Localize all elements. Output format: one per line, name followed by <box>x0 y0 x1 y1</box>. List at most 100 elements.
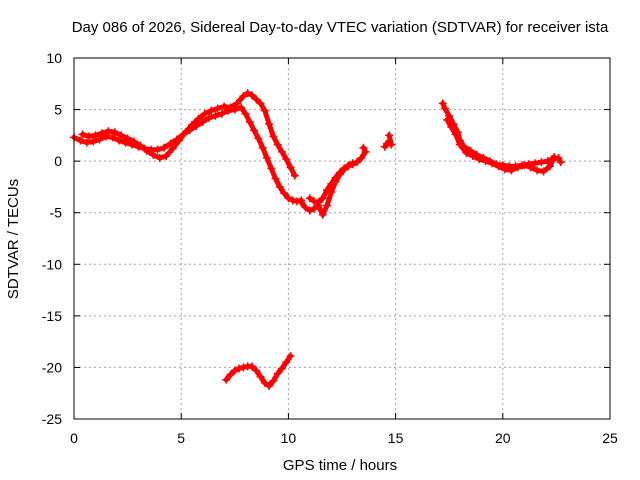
data-point <box>318 210 327 219</box>
data-point <box>361 147 370 156</box>
data-point <box>275 182 284 191</box>
data-point <box>385 131 394 140</box>
data-point <box>344 161 353 170</box>
data-point <box>273 369 282 378</box>
data-point <box>252 366 261 375</box>
data-point <box>348 159 357 168</box>
data-point <box>149 150 158 159</box>
data-point <box>235 364 244 373</box>
series-track-7 <box>443 115 559 176</box>
data-point <box>162 151 171 160</box>
data-point <box>205 113 214 122</box>
data-point <box>217 109 226 118</box>
data-point <box>89 137 98 146</box>
data-point <box>97 129 106 138</box>
data-point <box>256 99 265 108</box>
y-tick-label: 0 <box>54 153 62 169</box>
data-point <box>280 189 289 198</box>
x-tick-label: 0 <box>70 430 78 446</box>
data-point <box>213 104 222 113</box>
data-point <box>211 111 220 120</box>
data-point <box>76 136 85 145</box>
x-tick-label: 15 <box>388 430 404 446</box>
data-point <box>286 352 295 361</box>
data-point <box>117 131 126 140</box>
y-tick-label: -20 <box>42 359 62 375</box>
data-point <box>305 194 314 203</box>
series-track-5 <box>380 131 396 151</box>
data-point <box>265 120 274 129</box>
data-point <box>520 161 529 170</box>
x-tick-labels: 0 5 10 15 20 25 <box>70 430 618 446</box>
data-point <box>359 143 368 152</box>
data-point <box>533 166 542 175</box>
data-point <box>314 198 323 207</box>
data-point <box>507 166 516 175</box>
series-track-2 <box>78 89 299 180</box>
data-point <box>387 140 396 149</box>
data-point <box>443 115 452 124</box>
data-point <box>245 117 254 126</box>
data-point <box>91 131 100 140</box>
y-tick-labels: -25 -20 -15 -10 -5 0 5 10 <box>42 50 62 427</box>
data-point <box>357 154 366 163</box>
data-point <box>243 89 252 98</box>
data-point <box>247 362 256 371</box>
data-point <box>301 203 310 212</box>
data-point <box>175 136 184 145</box>
data-point <box>250 126 259 135</box>
data-point <box>269 376 278 385</box>
data-point <box>305 206 314 215</box>
data-point <box>537 158 546 167</box>
data-point <box>488 159 497 168</box>
data-point <box>327 179 336 188</box>
series-track-8 <box>222 352 295 390</box>
y-tick-label: 10 <box>46 50 62 66</box>
series-track-1 <box>70 103 306 206</box>
data-point <box>226 103 235 112</box>
data-point <box>500 165 509 174</box>
data-point <box>166 139 175 148</box>
x-tick-label: 5 <box>177 430 185 446</box>
data-point <box>440 104 449 113</box>
data-point <box>545 162 554 171</box>
data-point <box>155 154 164 163</box>
data-point <box>222 375 231 384</box>
data-point <box>340 164 349 173</box>
x-axis-label: GPS time / hours <box>283 457 397 474</box>
data-point <box>220 102 229 111</box>
data-point <box>310 197 319 206</box>
data-point <box>130 137 139 146</box>
x-tick-label: 10 <box>281 430 297 446</box>
data-point <box>262 154 271 163</box>
data-point <box>260 378 269 387</box>
x-tick-label: 20 <box>495 430 511 446</box>
data-point <box>256 372 265 381</box>
data-point <box>226 370 235 379</box>
data-point <box>286 163 295 172</box>
data-point <box>282 358 291 367</box>
data-point <box>136 141 145 150</box>
data-point <box>513 163 522 172</box>
data-point <box>85 132 94 141</box>
data-point <box>110 128 119 137</box>
data-point <box>207 106 216 115</box>
y-tick-label: -25 <box>42 411 62 427</box>
data-point <box>160 143 169 152</box>
data-point <box>462 148 471 157</box>
data-point <box>265 381 274 390</box>
data-point <box>475 155 484 164</box>
data-point <box>539 167 548 176</box>
data-point <box>269 132 278 141</box>
data-point <box>95 135 104 144</box>
data-point <box>438 99 447 108</box>
data-point <box>322 186 331 195</box>
data-series <box>70 89 565 390</box>
data-point <box>254 134 263 143</box>
data-point <box>82 138 91 147</box>
data-point <box>232 99 241 108</box>
data-point <box>481 157 490 166</box>
data-point <box>335 168 344 177</box>
data-point <box>181 128 190 137</box>
